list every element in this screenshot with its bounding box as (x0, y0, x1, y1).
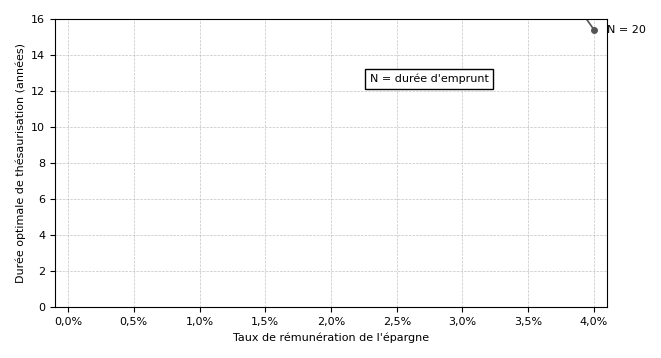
Text: N = 15: N = 15 (0, 357, 1, 358)
Y-axis label: Durée optimale de thésaurisation (années): Durée optimale de thésaurisation (années… (15, 43, 26, 283)
Text: N = durée d'emprunt: N = durée d'emprunt (369, 74, 488, 84)
Text: N = 20: N = 20 (607, 25, 646, 35)
Text: N = 10: N = 10 (0, 357, 1, 358)
X-axis label: Taux de rémunération de l'épargne: Taux de rémunération de l'épargne (233, 333, 429, 343)
Text: N = 5: N = 5 (0, 357, 1, 358)
